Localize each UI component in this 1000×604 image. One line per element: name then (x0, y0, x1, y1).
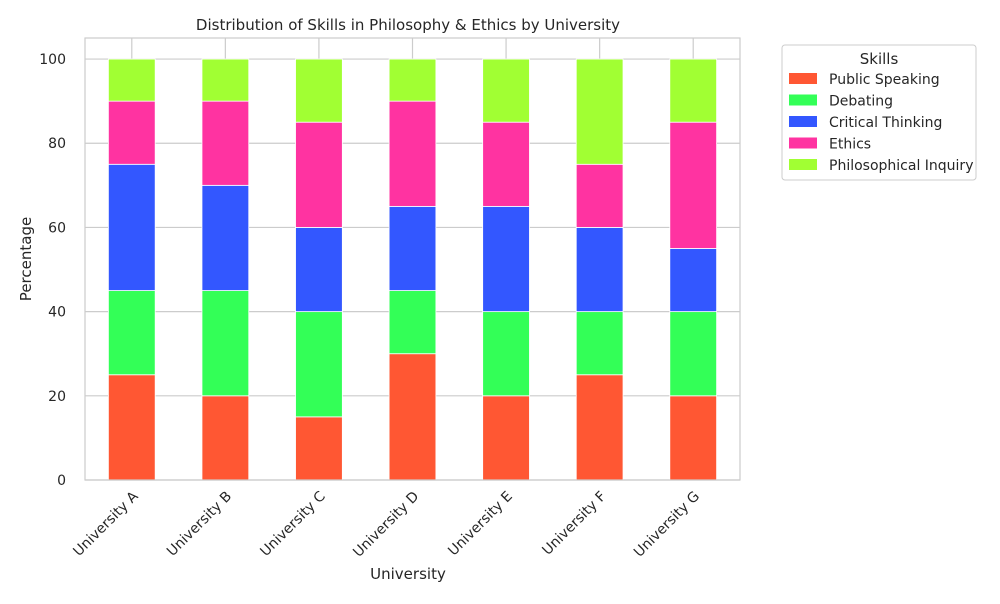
bar-segment (482, 58, 530, 123)
bar-segment (669, 395, 718, 481)
bar-segment (482, 121, 530, 207)
bar-stack (107, 58, 156, 481)
y-tick-labels: 0 20 40 60 80 100 (39, 52, 66, 489)
legend-title: Skills (860, 50, 899, 68)
y-axis-label: Percentage (17, 217, 35, 301)
bar-segment (107, 100, 156, 165)
bar-segment (482, 311, 530, 397)
bar-segment (575, 58, 624, 165)
bar-segment (575, 227, 624, 313)
legend-label: Debating (829, 94, 893, 110)
legend-box (781, 44, 977, 181)
legend-item: Ethics (789, 137, 871, 153)
legend-item: Debating (789, 94, 893, 110)
x-axis-label: University (370, 565, 446, 583)
bar-segment (669, 311, 718, 397)
bar-segment (482, 395, 530, 481)
bar-segment (669, 121, 718, 249)
legend-label: Ethics (829, 137, 871, 153)
legend-swatch (789, 94, 817, 106)
bar-segment (107, 290, 156, 376)
bar-segment (201, 58, 250, 102)
bar-stack (669, 58, 718, 481)
legend-swatch (789, 159, 817, 170)
legend-swatch (789, 137, 817, 149)
legend-items: Public Speaking Debating Critical Thinking… (789, 72, 973, 174)
bar-segment (295, 416, 343, 481)
bar-segment (107, 163, 156, 291)
bar-segment (388, 353, 437, 481)
bar-segment (388, 100, 437, 207)
bar-segment (482, 205, 530, 313)
legend-item: Critical Thinking (789, 115, 942, 131)
legend-item: Public Speaking (789, 72, 940, 88)
bar-stack (201, 58, 250, 481)
bar-stack (388, 58, 437, 481)
bar-stack (482, 58, 530, 481)
legend: Skills Public Speaking Debating Critical T… (781, 44, 977, 181)
legend-swatch (789, 73, 817, 84)
legend-swatch (789, 116, 817, 127)
bar-segment (107, 374, 156, 481)
legend-label: Critical Thinking (829, 115, 942, 131)
bar-segment (388, 205, 437, 291)
bar-segment (575, 374, 624, 481)
chart-title: Distribution of Skills in Philosophy & E… (196, 16, 620, 34)
bar-segment (295, 311, 343, 418)
bars (107, 58, 718, 481)
bar-stack (295, 58, 343, 481)
bar-stack (575, 58, 624, 481)
legend-label: Public Speaking (829, 72, 940, 88)
bar-segment (201, 290, 250, 397)
y-tick-label: 60 (48, 220, 66, 236)
bar-segment (295, 58, 343, 123)
bar-segment (295, 227, 343, 313)
bar-segment (669, 248, 718, 313)
bar-segment (201, 184, 250, 291)
y-tick-label: 0 (57, 473, 66, 489)
bar-segment (201, 395, 250, 481)
y-tick-label: 80 (48, 136, 66, 152)
legend-item: Philosophical Inquiry (789, 158, 973, 174)
bar-segment (295, 121, 343, 228)
y-tick-label: 40 (48, 305, 66, 321)
bar-segment (388, 290, 437, 355)
bar-segment (107, 58, 156, 102)
bar-segment (388, 58, 437, 102)
plot-frame (84, 37, 741, 481)
bar-segment (669, 58, 718, 123)
y-tick-label: 20 (48, 389, 66, 405)
y-tick-label: 100 (39, 52, 66, 68)
legend-label: Philosophical Inquiry (829, 158, 973, 174)
bar-segment (201, 100, 250, 186)
bar-segment (575, 311, 624, 376)
bar-segment (575, 163, 624, 228)
